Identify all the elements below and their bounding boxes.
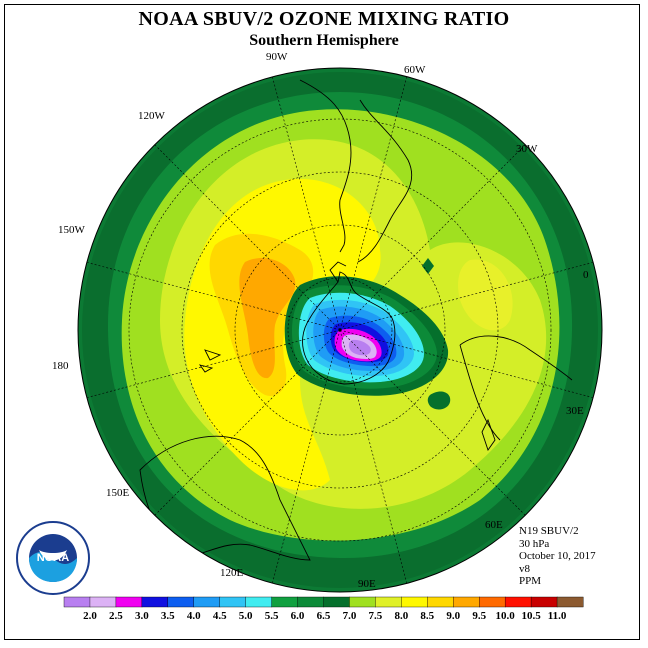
map-subtitle: Southern Hemisphere bbox=[249, 32, 399, 49]
lon-label-120w: 120W bbox=[138, 110, 166, 122]
lon-label-0: 0 bbox=[583, 269, 589, 281]
lon-label-30e: 30E bbox=[566, 405, 584, 417]
version-label: v8 bbox=[519, 562, 530, 575]
units-label: PPM bbox=[519, 575, 542, 587]
lon-label-150w: 150W bbox=[58, 224, 86, 236]
graticule bbox=[78, 68, 602, 592]
map-boundary bbox=[77, 67, 603, 593]
lon-label-30w: 30W bbox=[516, 143, 538, 155]
lon-label-90w: 90W bbox=[266, 51, 288, 63]
instrument-label: N19 SBUV/2 bbox=[519, 525, 579, 537]
noaa-logo-text: NOAA bbox=[37, 552, 69, 564]
map-title: NOAA SBUV/2 OZONE MIXING RATIO bbox=[138, 8, 510, 30]
lon-label-150e: 150E bbox=[106, 487, 130, 499]
longitude-labels: 90W 60W 30W 0 30E 60E 90E 120E 150E 180 … bbox=[52, 51, 589, 590]
info-block: N19 SBUV/2 30 hPa October 10, 2017 v8 PP… bbox=[519, 525, 596, 588]
lon-label-90e: 90E bbox=[358, 578, 376, 590]
lon-label-180: 180 bbox=[52, 360, 69, 372]
lon-label-120e: 120E bbox=[220, 567, 244, 579]
lon-label-60e: 60E bbox=[485, 519, 503, 531]
pressure-level: 30 hPa bbox=[519, 537, 550, 550]
date-label: October 10, 2017 bbox=[519, 550, 596, 562]
noaa-logo: NOAA bbox=[16, 521, 90, 595]
lon-label-60w: 60W bbox=[404, 64, 426, 76]
plot-frame bbox=[4, 4, 640, 640]
